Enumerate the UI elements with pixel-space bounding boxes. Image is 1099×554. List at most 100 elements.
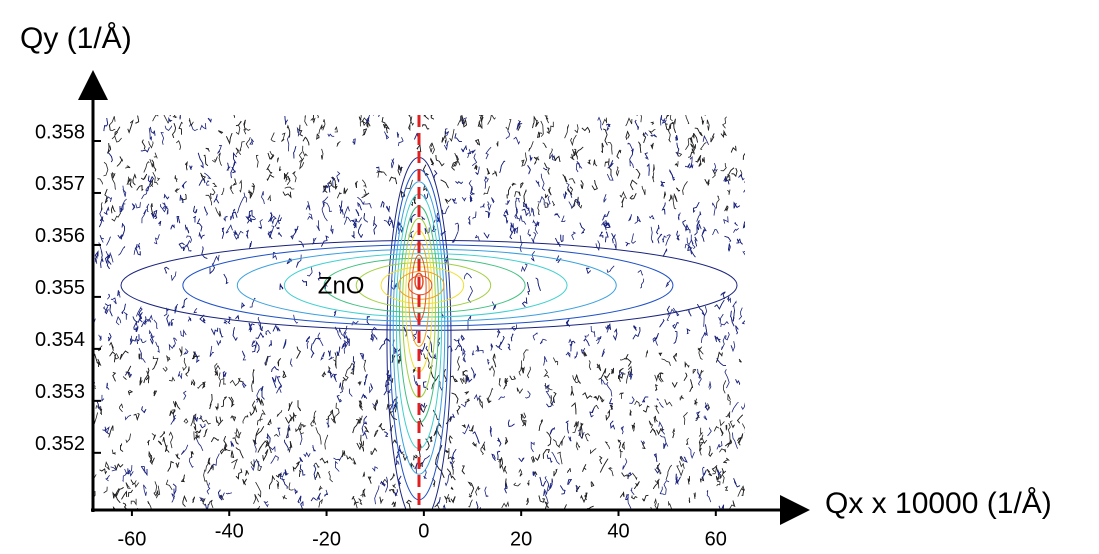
noise-contour: [98, 334, 102, 341]
noise-contour: [658, 421, 666, 435]
noise-contour: [230, 450, 235, 458]
noise-contour: [600, 377, 608, 385]
noise-contour: [141, 467, 148, 476]
noise-contour: [371, 326, 377, 336]
noise-contour: [107, 143, 112, 154]
noise-contour: [136, 184, 144, 192]
noise-contour: [658, 401, 664, 408]
noise-contour: [317, 332, 324, 347]
noise-contour: [467, 285, 473, 303]
noise-contour: [475, 166, 480, 176]
noise-contour: [537, 131, 543, 138]
noise-contour: [233, 230, 237, 235]
noise-contour: [644, 152, 649, 160]
noise-contour: [498, 378, 502, 387]
noise-contour: [294, 225, 299, 234]
noise-contour: [672, 427, 675, 439]
noise-contour: [232, 211, 238, 220]
noise-contour: [362, 128, 368, 136]
noise-contour: [471, 153, 478, 167]
noise-contour: [542, 449, 550, 459]
noise-contour: [542, 449, 550, 459]
noise-contour: [363, 189, 367, 196]
noise-contour: [642, 441, 646, 450]
noise-contour: [654, 465, 661, 474]
noise-contour: [271, 365, 279, 373]
noise-contour: [574, 148, 578, 160]
noise-contour: [645, 349, 648, 358]
noise-contour: [659, 486, 665, 496]
noise-contour: [564, 124, 570, 139]
noise-contour: [192, 496, 196, 503]
noise-contour: [744, 432, 745, 434]
noise-contour: [695, 411, 701, 420]
noise-contour: [366, 117, 370, 124]
noise-contour: [549, 427, 556, 435]
noise-contour: [241, 302, 246, 310]
noise-contour: [595, 240, 601, 252]
noise-contour: [730, 145, 737, 153]
noise-contour: [631, 422, 635, 432]
noise-contour: [217, 416, 224, 427]
noise-contour: [213, 194, 220, 204]
noise-contour: [672, 307, 680, 317]
noise-contour: [284, 469, 289, 476]
noise-contour: [559, 485, 566, 495]
contour-level: [392, 181, 446, 475]
noise-contour: [109, 351, 116, 363]
noise-contour: [659, 319, 665, 328]
noise-contour: [477, 349, 484, 354]
noise-contour: [605, 323, 611, 330]
noise-contour: [103, 206, 110, 216]
noise-contour: [205, 503, 209, 510]
noise-contour: [221, 377, 227, 385]
noise-contour: [103, 486, 108, 494]
noise-contour: [603, 372, 611, 381]
noise-contour: [363, 213, 368, 223]
noise-contour: [114, 126, 121, 137]
x-tick-label: 20: [510, 528, 532, 549]
noise-contour: [532, 471, 538, 476]
noise-contour: [734, 222, 738, 226]
noise-contour: [125, 482, 131, 489]
noise-contour: [650, 134, 657, 138]
noise-contour: [189, 165, 193, 170]
noise-contour: [394, 458, 400, 466]
y-tick-label: 0.352: [35, 433, 85, 455]
noise-contour: [588, 360, 592, 371]
noise-contour: [195, 437, 204, 452]
noise-contour: [198, 178, 206, 186]
noise-contour: [468, 425, 474, 432]
noise-contour: [702, 135, 709, 145]
noise-contour: [589, 407, 595, 418]
noise-contour: [230, 396, 235, 408]
noise-contour: [198, 231, 205, 240]
noise-contour: [276, 480, 280, 490]
noise-contour: [535, 220, 540, 227]
noise-contour: [539, 338, 547, 345]
noise-contour: [685, 309, 692, 317]
noise-contour: [731, 167, 738, 178]
noise-contour: [621, 196, 625, 208]
noise-contour: [251, 344, 257, 353]
noise-contour: [522, 349, 529, 361]
noise-contour: [693, 398, 698, 406]
noise-contour: [428, 436, 433, 443]
noise-contour: [179, 194, 184, 203]
noise-contour: [363, 415, 368, 425]
noise-contour: [111, 212, 122, 222]
noise-contour: [737, 437, 742, 443]
noise-contour: [250, 460, 257, 468]
noise-contour: [468, 216, 471, 226]
noise-contour: [513, 482, 521, 487]
noise-contour: [742, 251, 745, 256]
noise-contour: [143, 484, 147, 496]
noise-contour: [521, 297, 528, 308]
noise-contour: [235, 147, 242, 155]
noise-contour: [684, 361, 690, 369]
noise-contour: [187, 316, 192, 322]
noise-contour: [137, 242, 141, 250]
noise-contour: [262, 449, 269, 462]
noise-contour: [157, 177, 161, 182]
noise-contour: [635, 168, 641, 179]
